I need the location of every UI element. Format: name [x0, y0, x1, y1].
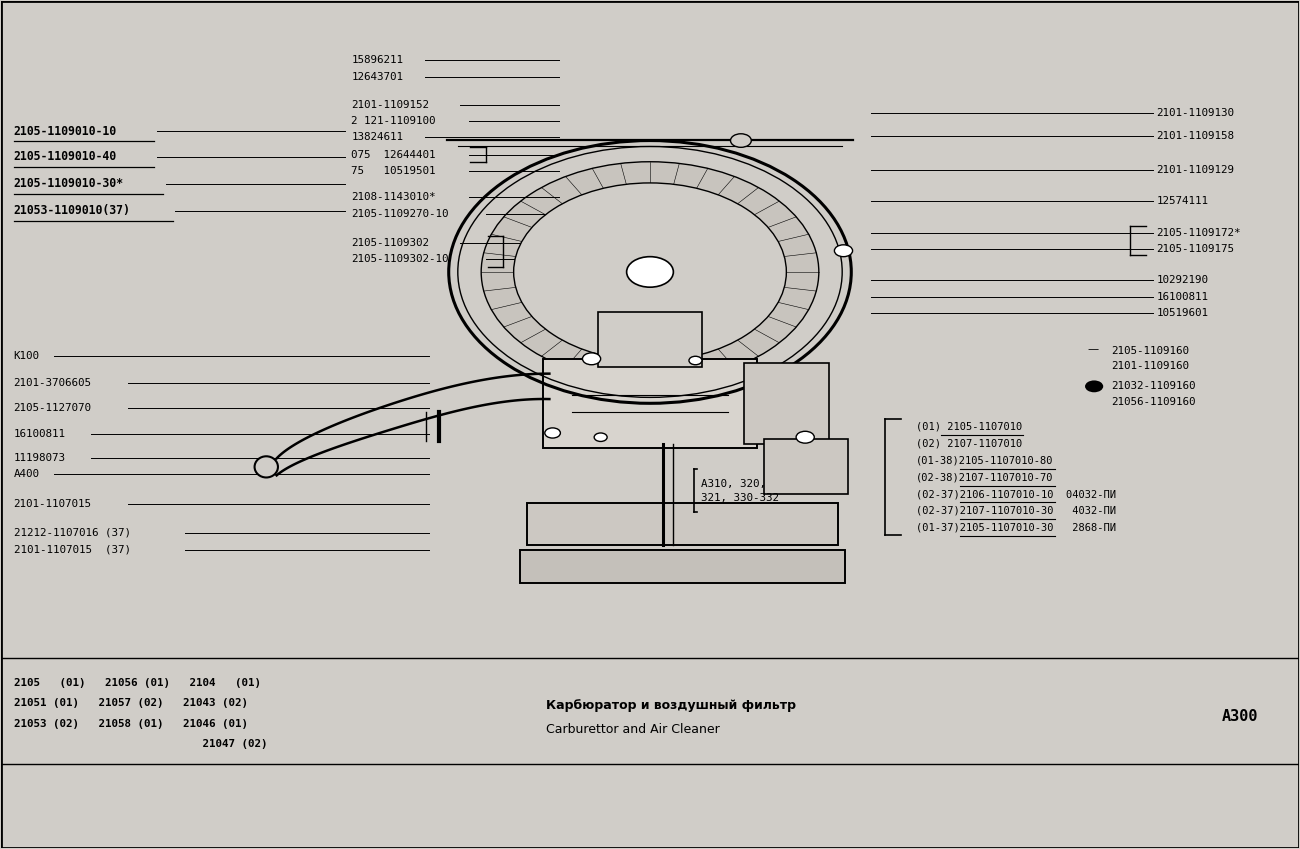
- Text: A300: A300: [1222, 710, 1258, 724]
- Text: (02-38)2107-1107010-70: (02-38)2107-1107010-70: [916, 472, 1054, 482]
- Ellipse shape: [255, 456, 278, 477]
- Text: 2101-1109130: 2101-1109130: [1157, 108, 1235, 117]
- Text: (01-38)2105-1107010-80: (01-38)2105-1107010-80: [916, 455, 1054, 465]
- Circle shape: [689, 357, 702, 365]
- Text: 2101-1109129: 2101-1109129: [1157, 166, 1235, 175]
- Text: 11198073: 11198073: [14, 453, 66, 463]
- Text: VAZ: VAZ: [607, 363, 693, 401]
- Text: А310, 320,
321, 330-332: А310, 320, 321, 330-332: [701, 479, 779, 503]
- Text: 16100811: 16100811: [1157, 291, 1209, 301]
- Text: 2105   (01)   21056 (01)   2104   (01): 2105 (01) 21056 (01) 2104 (01): [14, 678, 261, 688]
- Text: Carburettor and Air Cleaner: Carburettor and Air Cleaner: [546, 723, 720, 736]
- Text: 15896211: 15896211: [351, 55, 403, 65]
- Text: 2105-1109010-30*: 2105-1109010-30*: [14, 177, 124, 190]
- Text: 2 121-1109100: 2 121-1109100: [351, 116, 436, 126]
- Text: 075  12644401: 075 12644401: [351, 150, 436, 160]
- Bar: [520, 549, 845, 583]
- Text: 12643701: 12643701: [351, 72, 403, 82]
- Circle shape: [514, 183, 786, 361]
- Text: 13824611: 13824611: [351, 132, 403, 142]
- Text: (01-37)2105-1107010-30   2868-ПИ: (01-37)2105-1107010-30 2868-ПИ: [916, 523, 1117, 533]
- Text: A400: A400: [14, 469, 40, 479]
- Circle shape: [835, 245, 853, 256]
- Circle shape: [796, 431, 814, 443]
- Text: 21032-1109160: 21032-1109160: [1112, 381, 1196, 391]
- Text: 2101-1109158: 2101-1109158: [1157, 132, 1235, 141]
- Text: 2105-1109302: 2105-1109302: [351, 238, 429, 248]
- Circle shape: [731, 134, 751, 148]
- Bar: [744, 363, 828, 443]
- Circle shape: [627, 256, 673, 287]
- Circle shape: [1086, 380, 1104, 392]
- Text: 2105-1127070: 2105-1127070: [14, 403, 92, 413]
- Text: 2105-1109160: 2105-1109160: [1112, 346, 1190, 356]
- Text: 21053 (02)   21058 (01)   21046 (01): 21053 (02) 21058 (01) 21046 (01): [14, 719, 248, 728]
- Text: (02) 2107-1107010: (02) 2107-1107010: [916, 438, 1023, 448]
- Text: 2105-1109010-10: 2105-1109010-10: [14, 125, 117, 138]
- Text: 2101-3706605: 2101-3706605: [14, 378, 92, 388]
- Text: 21056-1109160: 21056-1109160: [1112, 396, 1196, 407]
- Circle shape: [481, 162, 819, 382]
- Text: 10519601: 10519601: [1157, 307, 1209, 318]
- Bar: [526, 503, 838, 545]
- Text: 10292190: 10292190: [1157, 275, 1209, 285]
- Text: 12574111: 12574111: [1157, 196, 1209, 205]
- Circle shape: [545, 428, 560, 438]
- Circle shape: [582, 353, 601, 365]
- Text: 2101-1107015: 2101-1107015: [14, 499, 92, 509]
- Text: 21053-1109010(37): 21053-1109010(37): [14, 205, 130, 217]
- Text: 75   10519501: 75 10519501: [351, 166, 436, 176]
- Bar: [598, 312, 702, 368]
- Bar: [763, 439, 848, 494]
- Text: 21212-1107016 (37): 21212-1107016 (37): [14, 528, 131, 538]
- Text: 2105-1109175: 2105-1109175: [1157, 244, 1235, 254]
- Text: (02-37)2107-1107010-30   4032-ПИ: (02-37)2107-1107010-30 4032-ПИ: [916, 506, 1117, 516]
- Text: 2105-1109172*: 2105-1109172*: [1157, 228, 1242, 238]
- Text: (01) 2105-1107010: (01) 2105-1107010: [916, 421, 1023, 431]
- Text: 2108-1143010*: 2108-1143010*: [351, 193, 436, 202]
- Text: —: —: [1088, 344, 1098, 354]
- Text: 21051 (01)   21057 (02)   21043 (02): 21051 (01) 21057 (02) 21043 (02): [14, 699, 248, 708]
- Circle shape: [594, 433, 607, 441]
- Text: 16100811: 16100811: [14, 429, 66, 439]
- Text: 2105-1109302-10: 2105-1109302-10: [351, 254, 448, 264]
- Text: K100: K100: [14, 351, 40, 361]
- FancyBboxPatch shape: [543, 359, 757, 447]
- Text: Карбюратор и воздушный фильтр: Карбюратор и воздушный фильтр: [546, 700, 796, 712]
- Text: 2101-1109160: 2101-1109160: [1112, 361, 1190, 371]
- Text: 2105-1109270-10: 2105-1109270-10: [351, 210, 448, 219]
- Text: (02-37)2106-1107010-10  04032-ПИ: (02-37)2106-1107010-10 04032-ПИ: [916, 489, 1117, 499]
- Text: 2105-1109010-40: 2105-1109010-40: [14, 150, 117, 163]
- Text: 2101-1107015  (37): 2101-1107015 (37): [14, 545, 131, 555]
- Text: 21047 (02): 21047 (02): [14, 739, 268, 749]
- Text: 2101-1109152: 2101-1109152: [351, 100, 429, 110]
